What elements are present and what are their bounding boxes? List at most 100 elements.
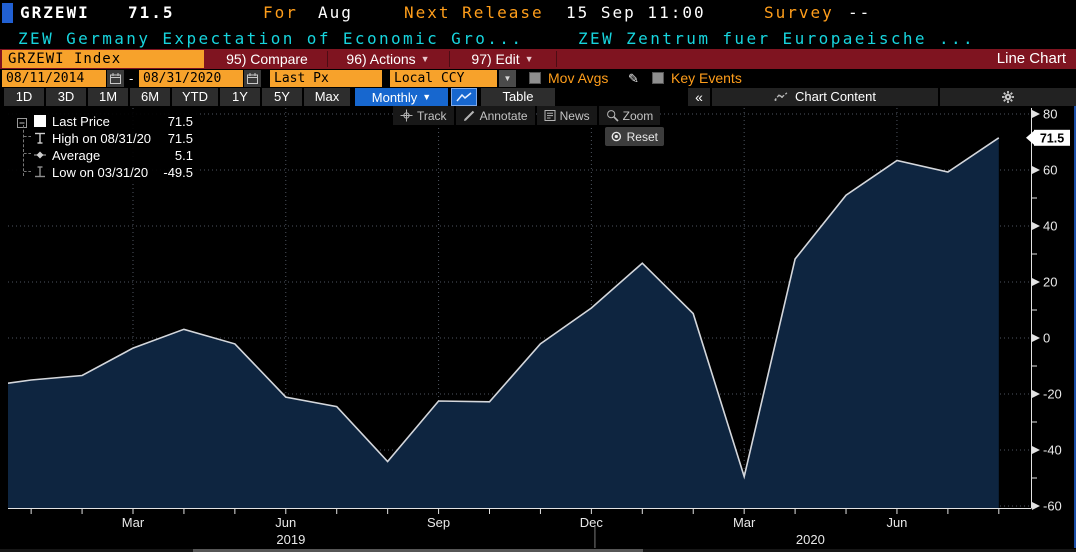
key-events-checkbox[interactable] (652, 72, 664, 84)
y-axis-tick-arrow (1032, 166, 1040, 174)
price-field-input[interactable]: Last Px (270, 70, 382, 87)
currency-dropdown-button[interactable]: ▼ (499, 70, 516, 87)
security-source: ZEW Zentrum fuer Europaeische ... (578, 29, 976, 48)
quote-header: GRZEWI 71.5 For Aug Next Release 15 Sep … (0, 0, 1076, 26)
window-right-edge (1074, 106, 1076, 548)
y-axis-tick-arrow (1032, 502, 1040, 510)
security-description: ZEW Germany Expectation of Economic Gro.… (18, 29, 524, 48)
ticker-symbol: GRZEWI (20, 3, 90, 22)
x-axis-label: Dec (580, 515, 604, 530)
y-axis-tick-arrow (1032, 390, 1040, 398)
annotate-button[interactable]: Annotate (455, 106, 535, 125)
date-from-input[interactable]: 08/11/2014 (2, 70, 106, 87)
survey-value: -- (848, 3, 872, 22)
chart-type-button[interactable] (451, 88, 477, 106)
legend-row-high[interactable]: High on 08/31/20 71.5 (8, 130, 198, 147)
security-input[interactable]: GRZEWI Index (2, 50, 204, 68)
zoom-button[interactable]: Zoom (598, 106, 661, 125)
last-price-badge-value: 71.5 (1040, 131, 1064, 145)
y-axis-label: 40 (1043, 219, 1057, 234)
chart-tools-bar: Track Annotate News Zoom (393, 106, 661, 125)
compare-button[interactable]: 95) Compare (226, 51, 308, 67)
period-button-3d[interactable]: 3D (46, 88, 86, 106)
price-area-fill (8, 137, 999, 508)
period-bar: 1D 3D 1M 6M YTD 1Y 5Y Max Monthly ▼ Table… (0, 88, 1076, 106)
mov-avgs-checkbox[interactable] (529, 72, 541, 84)
last-value: 71.5 (128, 3, 175, 22)
for-label: For (263, 3, 298, 22)
period-button-1d[interactable]: 1D (4, 88, 44, 106)
line-chart-icon (456, 92, 472, 102)
date-from-calendar-button[interactable] (107, 70, 124, 87)
y-axis-label: -20 (1043, 387, 1062, 402)
y-axis-label: 20 (1043, 275, 1057, 290)
news-button[interactable]: News (536, 106, 597, 125)
chart-settings-button[interactable] (940, 88, 1076, 106)
frequency-dropdown[interactable]: Monthly ▼ (355, 88, 448, 106)
table-button[interactable]: Table (481, 88, 555, 106)
edit-menu-button[interactable]: 97) Edit ▼ (471, 51, 534, 67)
date-range-separator: - (129, 71, 134, 86)
settings-bar: 08/11/2014 - 08/31/2020 Last Px Local CC… (0, 69, 1076, 88)
pencil-icon[interactable]: ✎ (628, 71, 639, 86)
x-axis-label: Mar (122, 515, 145, 530)
period-button-5y[interactable]: 5Y (262, 88, 302, 106)
survey-label: Survey (764, 3, 834, 22)
legend-row-low[interactable]: Low on 03/31/20 -49.5 (8, 164, 198, 181)
x-axis-year-label: 2020 (796, 532, 825, 547)
calendar-icon (247, 73, 258, 84)
actions-menu-button[interactable]: 96) Actions ▼ (346, 51, 430, 67)
track-button[interactable]: Track (393, 106, 454, 125)
security-action-bar: GRZEWI Index 95) Compare 96) Actions ▼ 97… (0, 49, 1076, 69)
collapse-panel-button[interactable]: « (688, 88, 710, 106)
key-events-label: Key Events (671, 70, 742, 86)
price-chart[interactable]: 80 60 40 20 0 -20 -40 -60 Mar Jun Sep Dec Mar Jun 2019… (0, 106, 1076, 552)
chevron-down-icon: ▼ (503, 74, 512, 83)
y-axis-label: 60 (1043, 163, 1057, 178)
chart-content-button[interactable]: Chart Content (712, 88, 938, 106)
legend-tree-line (23, 125, 25, 176)
for-value: Aug (318, 3, 353, 22)
reset-zoom-button[interactable]: Reset (605, 127, 664, 146)
y-axis-label: -40 (1043, 443, 1062, 458)
average-marker-icon (33, 148, 47, 167)
low-marker-icon (33, 165, 47, 184)
mov-avgs-label: Mov Avgs (548, 70, 609, 86)
gear-icon (1002, 91, 1014, 103)
period-button-max[interactable]: Max (304, 88, 350, 106)
y-axis-label: -60 (1043, 499, 1062, 514)
legend-collapse-button[interactable] (17, 115, 27, 133)
y-axis-tick-arrow (1032, 278, 1040, 286)
last-price-swatch-icon (33, 114, 47, 133)
x-axis-label: Mar (733, 515, 756, 530)
reset-icon (611, 131, 622, 142)
legend-row-last-price[interactable]: Last Price 71.5 (8, 113, 198, 130)
date-to-input[interactable]: 08/31/2020 (139, 70, 243, 87)
legend-row-average[interactable]: Average 5.1 (8, 147, 198, 164)
x-axis-year-label: 2019 (276, 532, 305, 547)
period-button-1m[interactable]: 1M (88, 88, 128, 106)
x-axis-label: Sep (427, 515, 450, 530)
y-axis-tick-arrow (1032, 110, 1040, 118)
chart-content-icon (774, 91, 789, 101)
period-button-1y[interactable]: 1Y (220, 88, 260, 106)
y-axis-tick-arrow (1032, 222, 1040, 230)
currency-input[interactable]: Local CCY (390, 70, 497, 87)
period-button-ytd[interactable]: YTD (172, 88, 218, 106)
last-price-badge-arrow (1026, 130, 1034, 145)
y-axis-tick-arrow (1032, 334, 1040, 342)
date-to-calendar-button[interactable] (244, 70, 261, 87)
chart-legend: Last Price 71.5 High on 08/31/20 71.5 Av… (8, 111, 198, 182)
period-button-6m[interactable]: 6M (130, 88, 170, 106)
zoom-magnifier-icon (606, 110, 619, 122)
bottom-scrollbar[interactable] (0, 549, 1076, 552)
chevron-down-icon: ▼ (420, 54, 430, 64)
y-axis-tick-arrow (1032, 446, 1040, 454)
price-line (8, 137, 1000, 480)
x-axis-label: Jun (275, 515, 296, 530)
next-release-value: 15 Sep 11:00 (566, 3, 706, 22)
collapse-minus-icon (17, 118, 27, 128)
scrollbar-thumb[interactable] (193, 549, 643, 552)
chevron-down-icon: ▼ (524, 54, 534, 64)
